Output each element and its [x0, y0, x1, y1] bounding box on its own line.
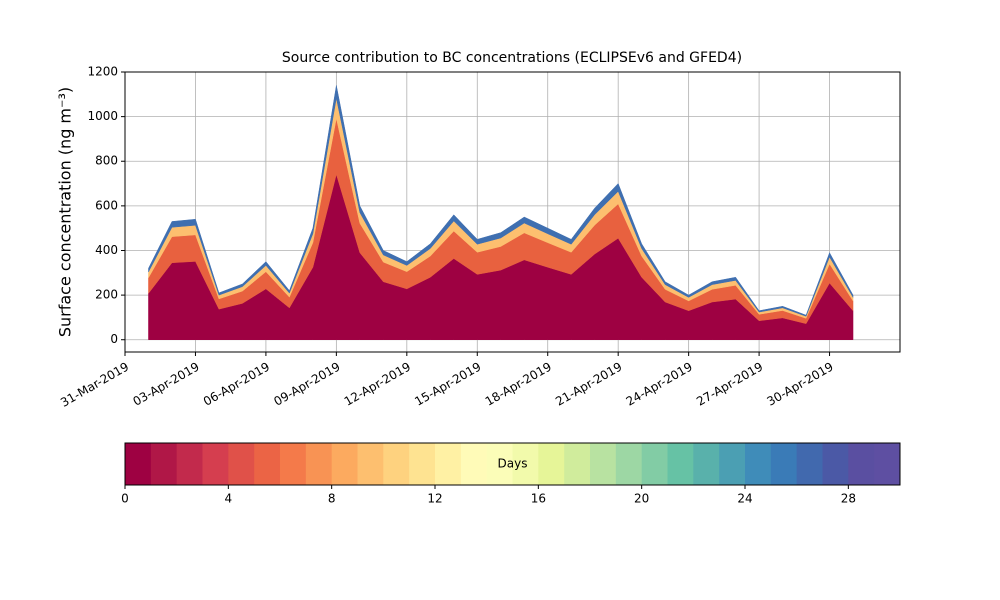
y-axis-label: Surface concentration (ng m⁻³) — [56, 87, 75, 337]
y-tick-label: 600 — [95, 198, 118, 212]
colorbar-swatch — [383, 443, 410, 485]
colorbar-tick-label: 24 — [737, 492, 752, 506]
colorbar-swatch — [486, 443, 513, 485]
colorbar-swatch — [409, 443, 436, 485]
x-tick-label: 15-Apr-2019 — [412, 360, 483, 409]
x-tick-label: 12-Apr-2019 — [342, 360, 413, 409]
colorbar-swatch — [615, 443, 643, 485]
x-tick-label: 24-Apr-2019 — [624, 360, 695, 409]
colorbar-swatch — [280, 443, 307, 485]
y-tick-label: 400 — [95, 243, 118, 257]
colorbar-swatch — [848, 443, 875, 485]
colorbar-swatch — [745, 443, 772, 485]
colorbar-swatch — [254, 443, 281, 485]
y-tick-label: 1000 — [87, 109, 118, 123]
colorbar-swatch — [641, 443, 668, 485]
area-layer — [148, 85, 854, 317]
colorbar-tick-label: 0 — [121, 492, 129, 506]
x-tick-label: 18-Apr-2019 — [483, 360, 554, 409]
colorbar-frame — [124, 442, 901, 486]
y-tick-label: 1200 — [87, 65, 118, 79]
colorbar-swatch — [667, 443, 694, 485]
colorbar-swatch — [796, 443, 823, 485]
colorbar-swatch — [719, 443, 746, 485]
colorbar-tick-label: 4 — [225, 492, 233, 506]
colorbar-tick-label: 12 — [427, 492, 442, 506]
colorbar-swatch — [693, 443, 720, 485]
x-tick-label: 09-Apr-2019 — [271, 360, 342, 409]
colorbar-swatch — [202, 443, 229, 485]
colorbar-swatch — [460, 443, 488, 485]
chart-title: Source contribution to BC concentrations… — [282, 50, 742, 66]
colorbar-tick-label: 20 — [634, 492, 649, 506]
y-tick-label: 800 — [95, 154, 118, 168]
colorbar-swatch — [874, 443, 901, 485]
x-tick-label: 30-Apr-2019 — [765, 360, 836, 409]
y-tick-label: 200 — [95, 288, 118, 302]
x-tick-label: 31-Mar-2019 — [58, 360, 131, 410]
colorbar-swatch — [305, 443, 333, 485]
x-tick-label: 03-Apr-2019 — [130, 360, 201, 409]
colorbar-swatch — [228, 443, 255, 485]
colorbar-label: Days — [498, 457, 528, 471]
x-tick-label: 21-Apr-2019 — [553, 360, 624, 409]
plot-frame — [124, 71, 901, 353]
colorbar-swatch — [538, 443, 565, 485]
colorbar-swatch — [176, 443, 203, 485]
y-tick-label: 0 — [110, 332, 118, 346]
colorbar-tick-label: 28 — [841, 492, 856, 506]
colorbar-swatch — [125, 443, 152, 485]
x-tick-label: 06-Apr-2019 — [201, 360, 272, 409]
x-tick-label: 27-Apr-2019 — [694, 360, 765, 409]
colorbar-swatch — [590, 443, 617, 485]
colorbar-tick-label: 8 — [328, 492, 336, 506]
colorbar-swatch — [770, 443, 798, 485]
colorbar-swatch — [331, 443, 358, 485]
colorbar-swatch — [822, 443, 849, 485]
colorbar-swatch — [435, 443, 462, 485]
colorbar-swatch — [564, 443, 591, 485]
colorbar-swatch — [357, 443, 384, 485]
colorbar-tick-label: 16 — [531, 492, 546, 506]
colorbar-swatch — [150, 443, 178, 485]
colorbar-swatch — [512, 443, 539, 485]
